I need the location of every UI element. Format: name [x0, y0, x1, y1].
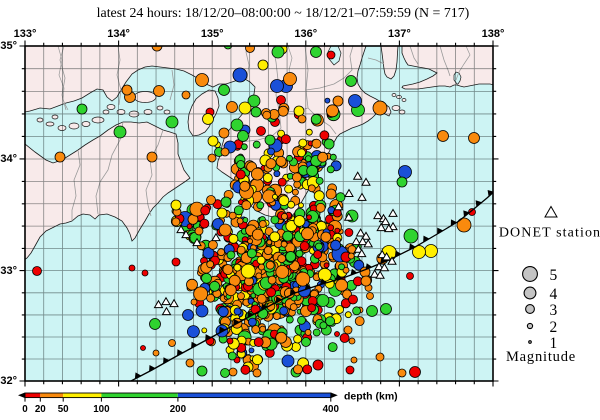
- svg-text:latest 24 hours: 18/12/20–08:0: latest 24 hours: 18/12/20–08:00:00 ~ 18/…: [97, 6, 470, 21]
- svg-text:1: 1: [550, 335, 558, 352]
- svg-text:50: 50: [58, 404, 69, 415]
- svg-text:33°: 33°: [0, 265, 17, 277]
- svg-text:134°: 134°: [107, 28, 130, 40]
- svg-text:Magnitude: Magnitude: [506, 349, 576, 365]
- svg-text:100: 100: [93, 404, 110, 415]
- svg-text:35°: 35°: [0, 40, 17, 52]
- svg-text:depth (km): depth (km): [344, 391, 398, 403]
- svg-text:137°: 137°: [388, 28, 411, 40]
- svg-text:34°: 34°: [0, 153, 17, 165]
- svg-text:0: 0: [22, 404, 28, 415]
- svg-text:138°: 138°: [482, 28, 505, 40]
- svg-text:32°: 32°: [0, 375, 17, 387]
- svg-text:2: 2: [550, 319, 558, 336]
- svg-text:136°: 136°: [294, 28, 317, 40]
- svg-text:DONET station: DONET station: [499, 226, 600, 241]
- svg-text:5: 5: [550, 267, 558, 284]
- svg-text:20: 20: [35, 404, 46, 415]
- svg-text:200: 200: [170, 404, 187, 415]
- svg-text:3: 3: [550, 302, 558, 319]
- svg-text:4: 4: [550, 286, 558, 303]
- svg-text:400: 400: [323, 404, 340, 415]
- svg-text:135°: 135°: [201, 28, 224, 40]
- svg-text:133°: 133°: [14, 28, 37, 40]
